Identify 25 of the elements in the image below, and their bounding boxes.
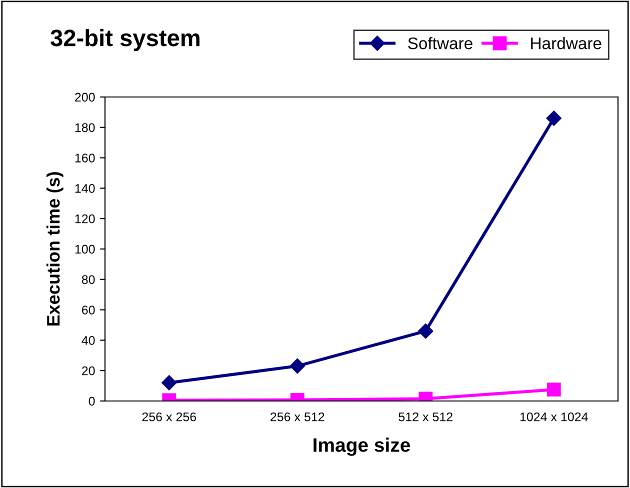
x-tick-label: 1024 x 1024 <box>520 412 588 422</box>
y-tick-label: 40 <box>82 336 95 345</box>
y-axis-title: Execution time (s) <box>46 172 64 326</box>
x-tick-label: 256 x 512 <box>270 412 324 422</box>
x-tick-label: 256 x 256 <box>142 412 196 422</box>
point <box>162 375 177 390</box>
point <box>546 382 561 397</box>
legend-label: Software <box>408 37 472 50</box>
y-tick-label: 20 <box>82 366 95 376</box>
y-tick-label: 0 <box>88 396 95 406</box>
x-axis-title: Image size <box>314 438 410 456</box>
y-tick-label: 180 <box>75 123 95 132</box>
y-tick-label: 160 <box>75 154 95 162</box>
point <box>290 358 305 374</box>
y-tick-label: 140 <box>75 184 95 193</box>
y-tick-label: 200 <box>75 92 95 102</box>
point <box>418 324 434 339</box>
y-tick-label: 60 <box>82 306 95 314</box>
y-tick-label: 100 <box>75 244 95 254</box>
chart-title: 32-bit system <box>50 28 200 52</box>
y-tick-label: 80 <box>82 275 95 284</box>
y-tick-label: 120 <box>75 214 95 224</box>
point <box>546 110 562 126</box>
legend-label: Hardware <box>531 37 602 50</box>
x-tick-label: 512 x 512 <box>398 412 452 422</box>
